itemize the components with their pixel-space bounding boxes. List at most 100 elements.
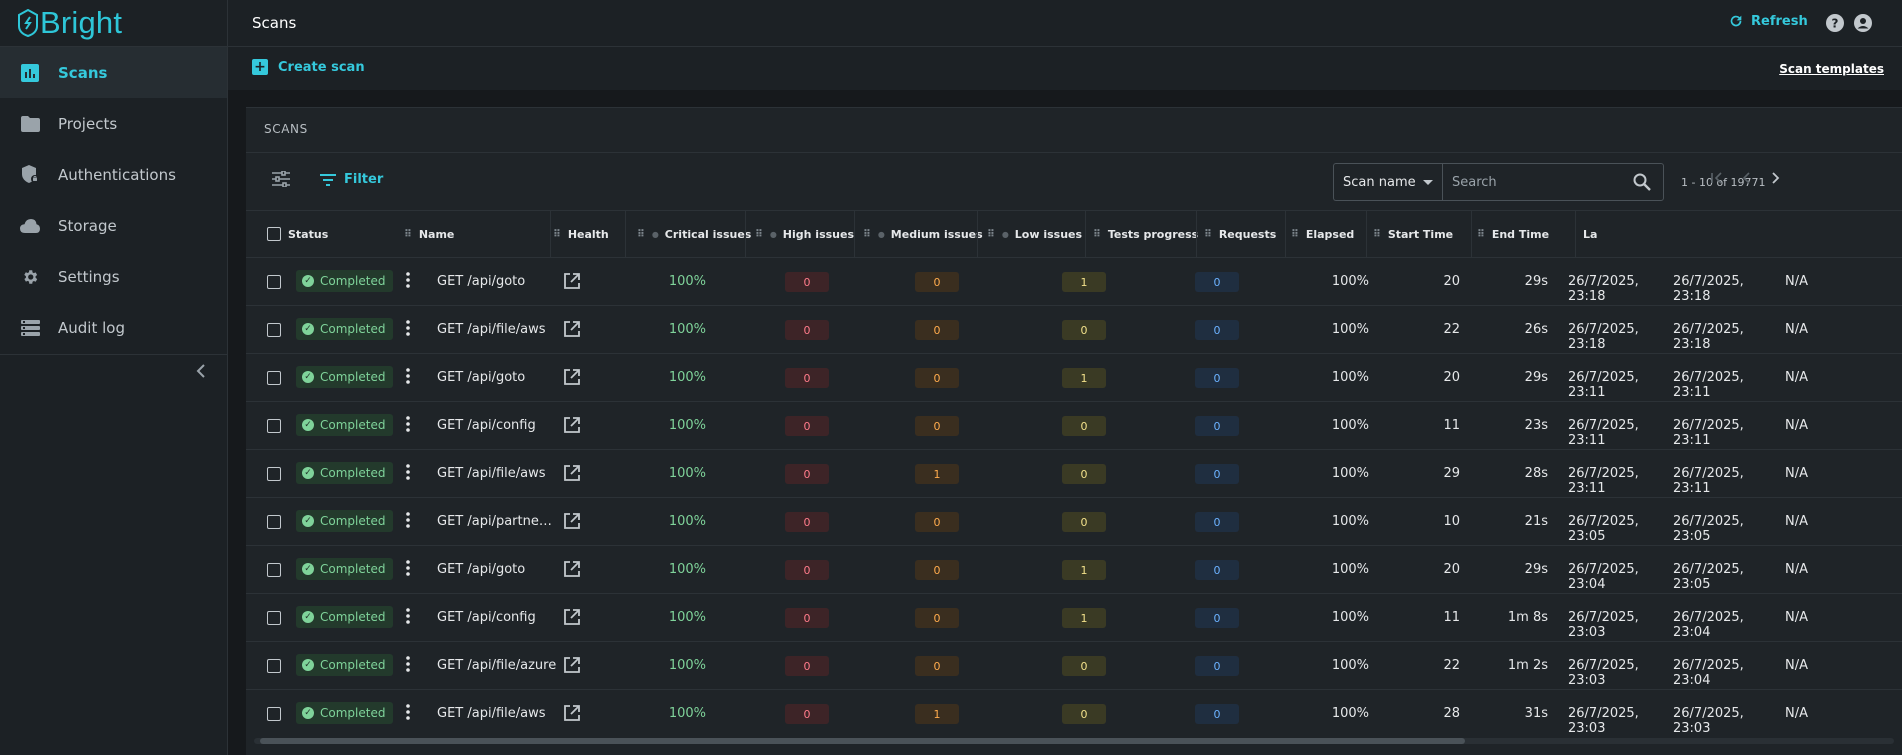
scan-name-link[interactable]: GET /api/file/azure <box>437 658 557 673</box>
sidebar-item-projects[interactable]: Projects <box>0 98 227 149</box>
column-divider[interactable] <box>1575 211 1576 258</box>
column-header-start[interactable]: ⠿ Start Time <box>1373 228 1453 241</box>
previous-page-button[interactable] <box>1740 170 1754 189</box>
open-in-new-icon[interactable] <box>563 704 581 726</box>
table-row[interactable]: ✓ Completed GET /api/file/aws 100% 0 1 0 0 100% 2… <box>246 450 1902 498</box>
scan-name-link[interactable]: GET /api/partners... <box>437 514 557 529</box>
column-divider[interactable] <box>1085 211 1086 258</box>
column-header-end[interactable]: ⠿ End Time <box>1477 228 1549 241</box>
open-in-new-icon[interactable] <box>563 560 581 582</box>
sort-icon[interactable]: ● <box>651 230 659 239</box>
row-menu-button[interactable] <box>406 272 410 292</box>
sidebar-item-authentications[interactable]: Authentications <box>0 149 227 200</box>
open-in-new-icon[interactable] <box>563 368 581 390</box>
column-header-medium[interactable]: ⠿ ● Medium issues <box>863 228 983 241</box>
drag-handle-icon[interactable]: ⠿ <box>1204 229 1212 240</box>
table-row[interactable]: ✓ Completed GET /api/partners... 100% 0 0 0 0 10… <box>246 498 1902 546</box>
column-divider[interactable] <box>745 211 746 258</box>
account-icon[interactable] <box>1854 14 1872 36</box>
column-header-low[interactable]: ⠿ ● Low issues <box>987 228 1082 241</box>
create-scan-button[interactable]: + Create scan <box>252 59 365 75</box>
row-menu-button[interactable] <box>406 368 410 388</box>
sidebar-item-audit-log[interactable]: Audit log <box>0 302 227 353</box>
sort-icon[interactable]: ● <box>1001 230 1009 239</box>
drag-handle-icon[interactable]: ⠿ <box>863 229 871 240</box>
row-checkbox[interactable] <box>267 707 281 721</box>
scan-name-link[interactable]: GET /api/file/aws <box>437 706 546 721</box>
row-menu-button[interactable] <box>406 512 410 532</box>
column-header-high[interactable]: ⠿ ● High issues <box>755 228 854 241</box>
column-divider[interactable] <box>1366 211 1367 258</box>
column-divider[interactable] <box>1285 211 1286 258</box>
drag-handle-icon[interactable]: ⠿ <box>987 229 995 240</box>
row-checkbox[interactable] <box>267 515 281 529</box>
drag-handle-icon[interactable]: ⠿ <box>1291 229 1299 240</box>
column-header-health[interactable]: ⠿ Health <box>553 228 609 241</box>
scan-templates-link[interactable]: Scan templates <box>1779 62 1884 76</box>
scan-name-link[interactable]: GET /api/goto <box>437 562 526 577</box>
column-settings-icon[interactable] <box>272 170 290 191</box>
column-divider[interactable] <box>1471 211 1472 258</box>
collapse-sidebar-button[interactable] <box>196 364 210 378</box>
table-row[interactable]: ✓ Completed GET /api/file/aws 100% 0 0 0 0 100% 2… <box>246 306 1902 354</box>
column-divider[interactable] <box>550 211 551 258</box>
open-in-new-icon[interactable] <box>563 512 581 534</box>
open-in-new-icon[interactable] <box>563 272 581 294</box>
next-page-button[interactable] <box>1768 170 1782 189</box>
column-header-requests[interactable]: ⠿ Requests <box>1204 228 1276 241</box>
help-icon[interactable]: ? <box>1826 14 1844 36</box>
row-checkbox[interactable] <box>267 563 281 577</box>
drag-handle-icon[interactable]: ⠿ <box>1373 229 1381 240</box>
row-menu-button[interactable] <box>406 416 410 436</box>
row-menu-button[interactable] <box>406 704 410 724</box>
search-input[interactable] <box>1443 174 1623 190</box>
select-all-checkbox[interactable] <box>267 227 281 241</box>
scan-name-link[interactable]: GET /api/config <box>437 418 536 433</box>
column-divider[interactable] <box>1196 211 1197 258</box>
scan-name-link[interactable]: GET /api/goto <box>437 370 526 385</box>
filter-button[interactable]: Filter <box>320 172 383 187</box>
table-row[interactable]: ✓ Completed GET /api/file/azure 100% 0 0 0 0 100… <box>246 642 1902 690</box>
column-header-status[interactable]: Status <box>288 228 328 241</box>
refresh-button[interactable]: Refresh <box>1728 13 1808 29</box>
scan-name-link[interactable]: GET /api/goto <box>437 274 526 289</box>
scan-name-link[interactable]: GET /api/file/aws <box>437 322 546 337</box>
open-in-new-icon[interactable] <box>563 416 581 438</box>
row-menu-button[interactable] <box>406 320 410 340</box>
row-checkbox[interactable] <box>267 323 281 337</box>
column-divider[interactable] <box>625 211 626 258</box>
row-menu-button[interactable] <box>406 608 410 628</box>
column-header-progress[interactable]: ⠿ Tests progress <box>1093 228 1198 241</box>
drag-handle-icon[interactable]: ⠿ <box>1477 229 1485 240</box>
open-in-new-icon[interactable] <box>563 608 581 630</box>
scan-name-link[interactable]: GET /api/config <box>437 610 536 625</box>
drag-handle-icon[interactable]: ⠿ <box>1093 229 1101 240</box>
row-checkbox[interactable] <box>267 371 281 385</box>
table-row[interactable]: ✓ Completed GET /api/config 100% 0 0 0 0 100% 11 2… <box>246 402 1902 450</box>
table-row[interactable]: ✓ Completed GET /api/goto 100% 0 0 1 0 100% 20 29s… <box>246 354 1902 402</box>
table-row[interactable]: ✓ Completed GET /api/goto 100% 0 0 1 0 100% 20 29s… <box>246 546 1902 594</box>
drag-handle-icon[interactable]: ⠿ <box>637 229 645 240</box>
row-checkbox[interactable] <box>267 419 281 433</box>
first-page-button[interactable] <box>1710 170 1724 189</box>
column-divider[interactable] <box>977 211 978 258</box>
sort-icon[interactable]: ● <box>769 230 777 239</box>
row-checkbox[interactable] <box>267 467 281 481</box>
open-in-new-icon[interactable] <box>563 464 581 486</box>
column-header-last[interactable]: La <box>1583 228 1597 241</box>
row-menu-button[interactable] <box>406 560 410 580</box>
row-checkbox[interactable] <box>267 275 281 289</box>
drag-handle-icon[interactable]: ⠿ <box>404 229 412 240</box>
sort-icon[interactable]: ● <box>877 230 885 239</box>
column-header-name[interactable]: ⠿ Name <box>404 228 454 241</box>
sidebar-item-scans[interactable]: Scans <box>0 47 227 98</box>
column-header-critical[interactable]: ⠿ ● Critical issues <box>637 228 751 241</box>
column-header-elapsed[interactable]: ⠿ Elapsed <box>1291 228 1354 241</box>
open-in-new-icon[interactable] <box>563 656 581 678</box>
table-row[interactable]: ✓ Completed GET /api/file/aws 100% 0 1 0 0 100% 2… <box>246 690 1902 738</box>
drag-handle-icon[interactable]: ⠿ <box>553 229 561 240</box>
table-row[interactable]: ✓ Completed GET /api/goto 100% 0 0 1 0 100% 20 29s… <box>246 258 1902 306</box>
column-divider[interactable] <box>854 211 855 258</box>
brand-logo[interactable]: Bright <box>0 0 227 47</box>
table-row[interactable]: ✓ Completed GET /api/config 100% 0 0 1 0 100% 11 1… <box>246 594 1902 642</box>
